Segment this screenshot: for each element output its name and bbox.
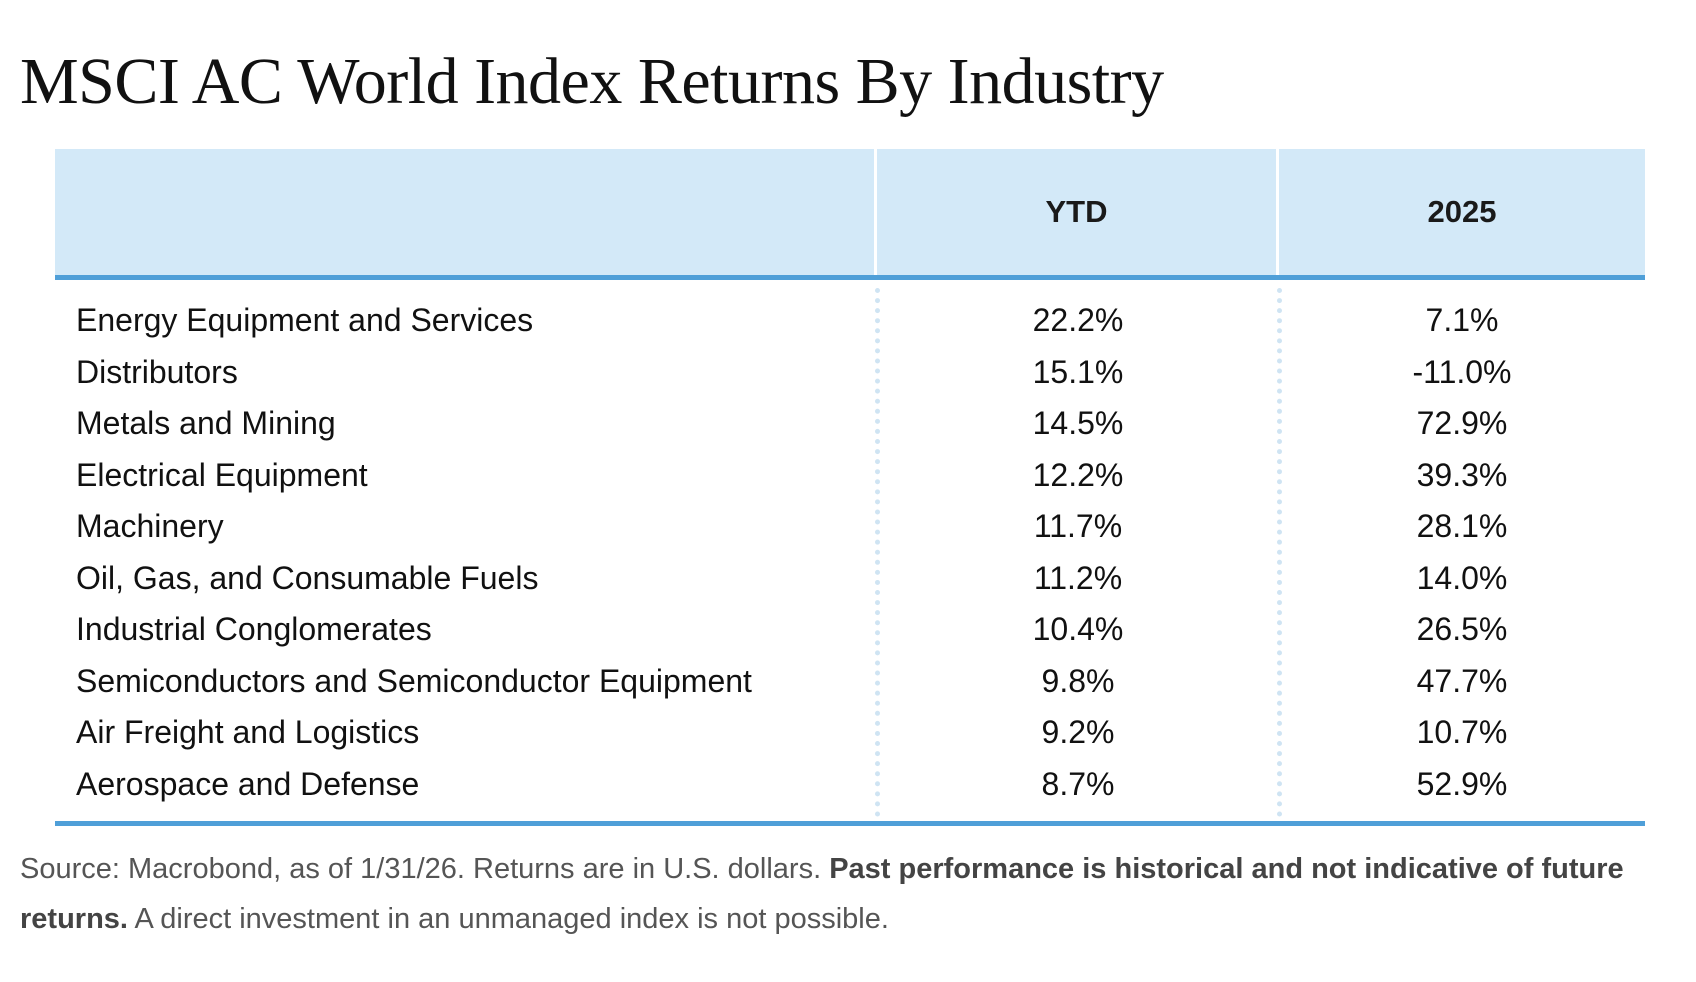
table-row: Oil, Gas, and Consumable Fuels 11.2% 14.0% xyxy=(55,553,1645,605)
row-2025-value: 39.3% xyxy=(1416,456,1508,493)
row-2025-value: 7.1% xyxy=(1425,302,1499,339)
row-industry-label: Oil, Gas, and Consumable Fuels xyxy=(76,559,539,596)
row-ytd-value: 8.7% xyxy=(1041,765,1115,802)
row-2025-value: 47.7% xyxy=(1416,662,1508,699)
table-header-row: YTD 2025 xyxy=(55,149,1645,280)
row-industry-label: Industrial Conglomerates xyxy=(76,611,432,648)
table-row: Aerospace and Defense 8.7% 52.9% xyxy=(55,759,1645,811)
row-ytd-value: 14.5% xyxy=(1032,405,1124,442)
row-2025-value: 72.9% xyxy=(1416,405,1508,442)
row-ytd-value: 10.4% xyxy=(1032,611,1124,648)
header-2025: 2025 xyxy=(1279,149,1645,275)
table-row: Energy Equipment and Services 22.2% 7.1% xyxy=(55,295,1645,347)
footnote-disclaimer: A direct investment in an unmanaged inde… xyxy=(134,903,889,935)
row-industry-label: Machinery xyxy=(76,508,224,545)
row-industry-label: Aerospace and Defense xyxy=(76,765,420,802)
row-2025-value: 28.1% xyxy=(1416,508,1508,545)
table-row: Distributors 15.1% -11.0% xyxy=(55,347,1645,399)
row-industry-label: Semiconductors and Semiconductor Equipme… xyxy=(76,662,752,699)
row-industry-label: Metals and Mining xyxy=(76,405,336,442)
header-ytd: YTD xyxy=(877,149,1279,275)
row-industry-label: Distributors xyxy=(76,353,238,390)
table-row: Electrical Equipment 12.2% 39.3% xyxy=(55,450,1645,502)
table-row: Metals and Mining 14.5% 72.9% xyxy=(55,398,1645,450)
footnote-source: Source: Macrobond, as of 1/31/26. Return… xyxy=(20,853,822,885)
row-2025-value: 26.5% xyxy=(1416,611,1508,648)
returns-table: YTD 2025 Energy Equipment and Services 22… xyxy=(55,149,1645,826)
row-ytd-value: 9.8% xyxy=(1041,662,1115,699)
table-body: Energy Equipment and Services 22.2% 7.1% Di… xyxy=(55,280,1645,826)
table-row: Semiconductors and Semiconductor Equipme… xyxy=(55,656,1645,708)
row-ytd-value: 12.2% xyxy=(1032,456,1124,493)
row-ytd-value: 11.2% xyxy=(1033,559,1123,596)
row-industry-label: Air Freight and Logistics xyxy=(76,714,420,751)
table-row: Air Freight and Logistics 9.2% 10.7% xyxy=(55,707,1645,759)
row-ytd-value: 11.7% xyxy=(1033,508,1123,545)
page-title: MSCI AC World Index Returns By Industry xyxy=(20,45,1164,118)
footnote-disclaimer-bold: Past performance is historical and not i… xyxy=(20,853,1624,935)
row-2025-value: 52.9% xyxy=(1416,765,1508,802)
row-2025-value: 14.0% xyxy=(1416,559,1508,596)
table-row: Machinery 11.7% 28.1% xyxy=(55,501,1645,553)
row-industry-label: Energy Equipment and Services xyxy=(76,302,534,339)
row-ytd-value: 22.2% xyxy=(1032,302,1124,339)
header-industry xyxy=(55,149,877,275)
row-2025-value: 10.7% xyxy=(1416,714,1508,751)
footnote: Source: Macrobond, as of 1/31/26. Return… xyxy=(20,844,1660,944)
row-industry-label: Electrical Equipment xyxy=(76,456,368,493)
row-ytd-value: 9.2% xyxy=(1041,714,1115,751)
row-ytd-value: 15.1% xyxy=(1032,353,1124,390)
table-row: Industrial Conglomerates 10.4% 26.5% xyxy=(55,604,1645,656)
row-2025-value: -11.0% xyxy=(1412,353,1512,390)
